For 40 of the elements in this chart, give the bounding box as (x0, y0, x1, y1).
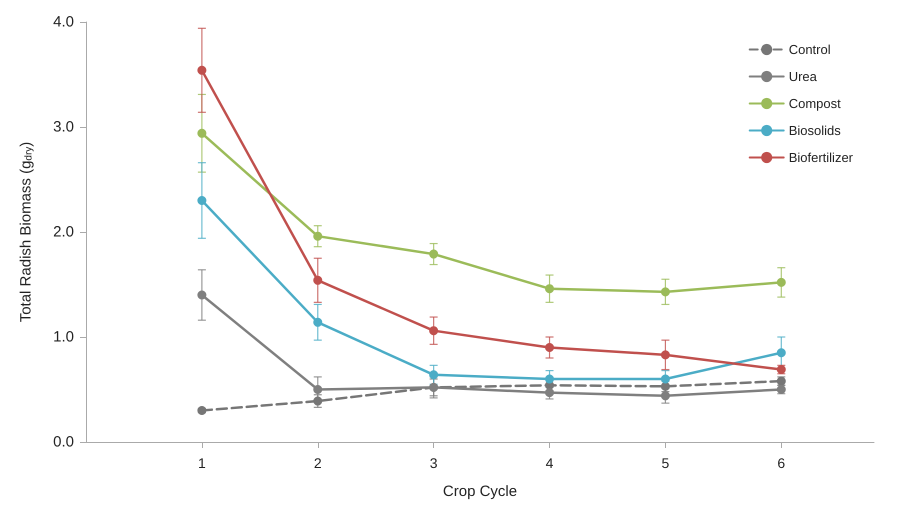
x-tick-label: 2 (314, 455, 322, 471)
point (545, 284, 554, 294)
legend-label: Biofertilizer (788, 150, 854, 165)
x-tick-label: 1 (198, 455, 206, 471)
point (197, 66, 206, 75)
y-tick-label: 4.0 (53, 14, 74, 30)
x-tick-label: 4 (546, 455, 554, 471)
x-axis-title: Crop Cycle (442, 483, 518, 500)
legend-label: Urea (788, 69, 818, 84)
legend-label: Biosolids (788, 123, 842, 138)
point (313, 232, 322, 241)
y-tick-label: 1.0 (53, 328, 74, 346)
point (313, 396, 322, 406)
point (545, 388, 554, 398)
x-tick-label: 6 (777, 455, 786, 471)
point (197, 196, 206, 205)
y-tick-label: 3.0 (53, 118, 74, 136)
point (660, 391, 670, 400)
legend-label: Compost (788, 96, 842, 111)
y-tick-label: 0.0 (53, 434, 74, 450)
point (429, 326, 438, 336)
point (313, 318, 322, 327)
x-tick-label: 5 (662, 455, 670, 471)
point (776, 278, 786, 287)
point (197, 128, 206, 138)
point (429, 370, 438, 380)
point (545, 374, 554, 384)
point (313, 385, 322, 394)
point (660, 350, 670, 360)
y-axis-title: Total Radish Biomass (gdry) (18, 142, 34, 322)
point (313, 276, 322, 285)
point (429, 250, 438, 259)
point (776, 348, 786, 358)
point (660, 374, 670, 384)
y-tick-label: 2.0 (53, 224, 74, 240)
x-tick-label: 3 (430, 455, 438, 471)
legend-label: Control (788, 42, 831, 57)
point (197, 290, 206, 300)
point (545, 343, 554, 352)
point (660, 287, 670, 296)
